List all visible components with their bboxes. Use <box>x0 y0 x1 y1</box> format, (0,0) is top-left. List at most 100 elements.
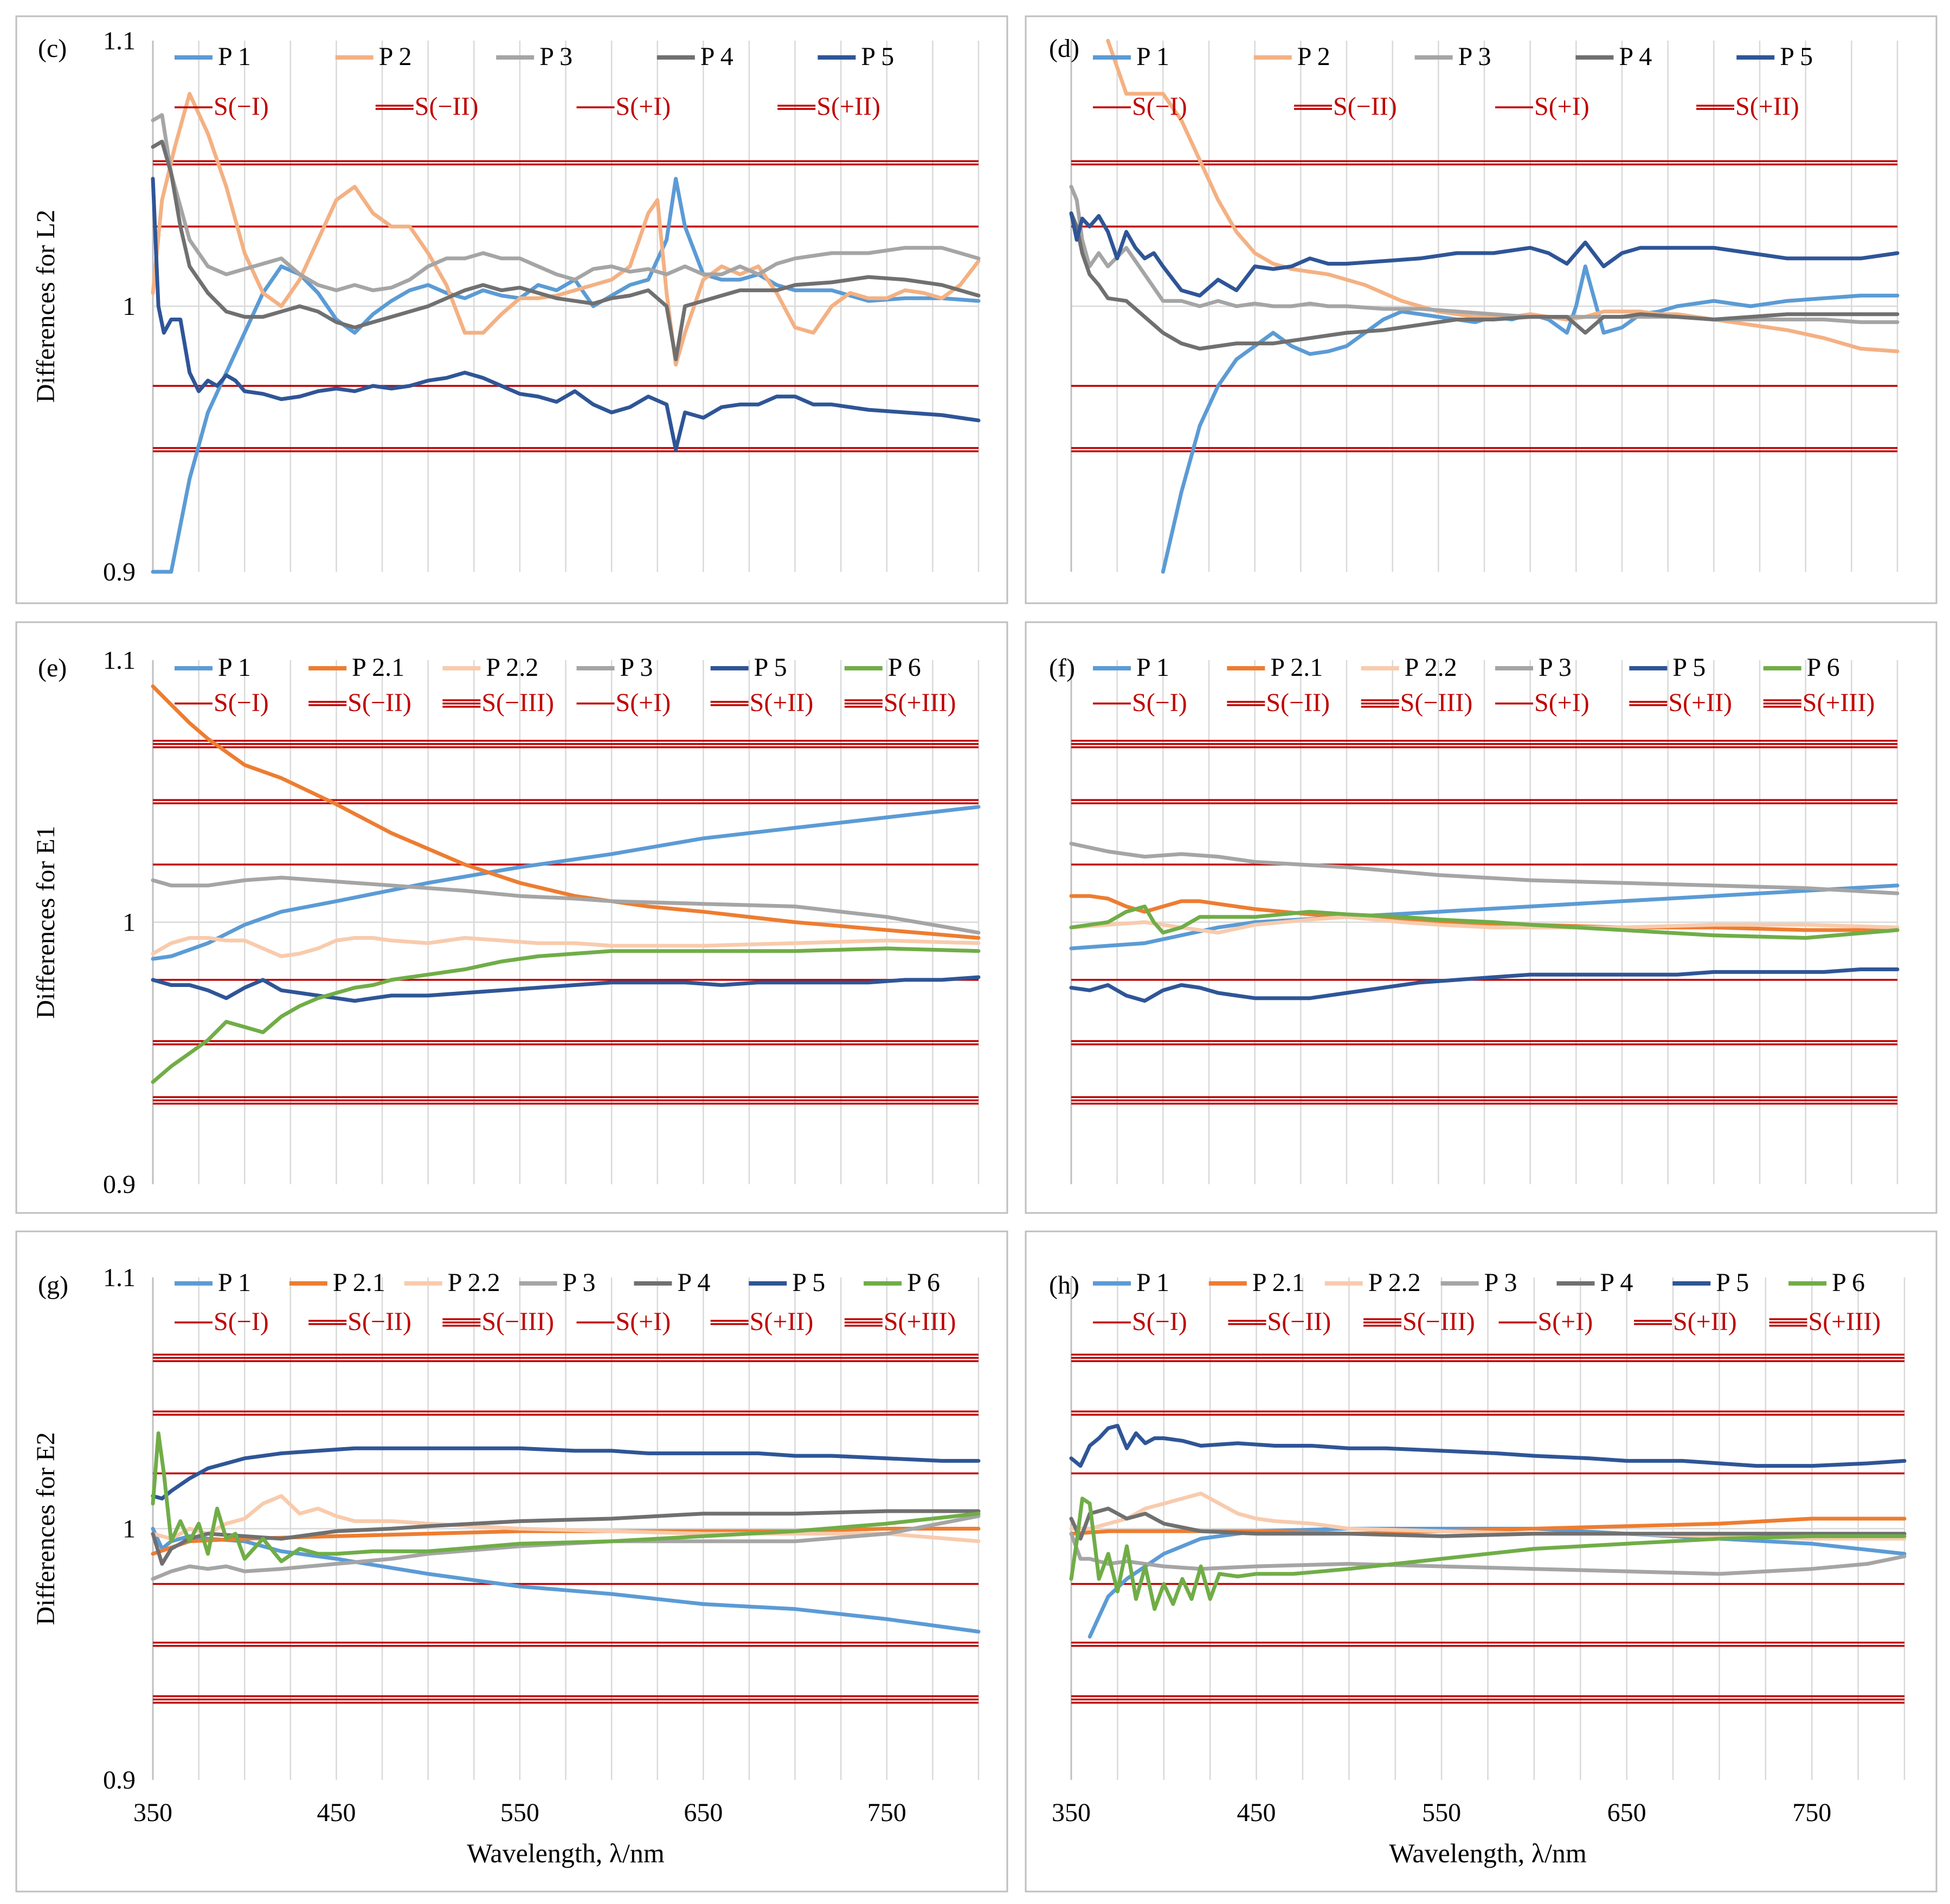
legend-label: P 1 <box>1136 653 1169 682</box>
legend-label: S(+III) <box>1809 1307 1881 1336</box>
y-tick-label: 1.1 <box>103 646 136 675</box>
legend-label: S(−I) <box>214 1307 269 1336</box>
legend-item: S(−II) <box>1294 92 1397 121</box>
series-line <box>151 946 981 1084</box>
legend-label: S(+I) <box>616 1307 671 1336</box>
y-tick-label: 1 <box>123 908 136 937</box>
legend-item: P 6 <box>864 1268 940 1297</box>
legend-label: P 3 <box>563 1268 596 1297</box>
legend-item: S(−I) <box>175 1307 269 1336</box>
series-line <box>151 975 981 1003</box>
panel-frame <box>15 621 1008 1214</box>
legend-item: P 3 <box>1495 653 1572 682</box>
legend-item: P 2.1 <box>1227 653 1323 682</box>
chart-panel-g: (g) 0.9 1 1.1 Differences for E2 350 450 550 650… <box>15 1230 1008 1893</box>
legend-label: S(−II) <box>347 688 411 717</box>
legend-item: P 6 <box>1788 1268 1865 1297</box>
y-tick-label: 0.9 <box>103 1170 136 1199</box>
legend-label: P 3 <box>1458 42 1491 71</box>
x-tick-label: 550 <box>500 1798 539 1827</box>
legend-label: S(+I) <box>616 688 671 717</box>
x-axis-label: Wavelength, λ/nm <box>1389 1838 1587 1868</box>
legend-item: S(+I) <box>576 1307 671 1336</box>
legend-label: P 1 <box>218 42 251 71</box>
legend-label: S(+I) <box>1534 92 1589 121</box>
legend-item: P 2.2 <box>1324 1268 1421 1297</box>
panel-frame <box>1025 621 1938 1214</box>
legend-item: S(−II) <box>1227 688 1330 717</box>
legend-label: S(−II) <box>1267 1307 1331 1336</box>
series-line <box>151 805 981 961</box>
legend-item: P 2 <box>1253 42 1330 71</box>
legend-item: P 2.2 <box>404 1268 500 1297</box>
legend-label: S(−II) <box>415 92 479 121</box>
legend-item: S(+I) <box>1495 688 1589 717</box>
legend-label: S(−II) <box>1333 92 1397 121</box>
legend-label: S(−III) <box>1402 1307 1475 1336</box>
legend-item: P 5 <box>710 653 787 682</box>
legend-label: P 5 <box>861 42 894 71</box>
panel-label: (e) <box>38 654 67 682</box>
chart-panel-f: (f) P 1 P 2.1 P 2.2 P 3 P 5 P 6 S(−I) S(−II) S(−I… <box>1025 621 1938 1214</box>
legend-label: S(−I) <box>1132 92 1187 121</box>
y-tick-label: 1.1 <box>103 27 136 55</box>
legend-item: S(+I) <box>576 92 671 121</box>
y-axis-label: Differences for E1 <box>31 825 60 1018</box>
panel-frame <box>1025 15 1938 604</box>
series-line <box>151 684 981 940</box>
legend-label: P 2.2 <box>1405 653 1457 682</box>
chart-panel-e: (e) 0.9 1 1.1 Differences for E1 P 1 P 2.1 P 2.… <box>15 621 1008 1214</box>
legend-item: P 1 <box>1093 1268 1169 1297</box>
x-tick-label: 450 <box>317 1798 356 1827</box>
y-axis-label: Differences for E2 <box>31 1432 60 1625</box>
legend-label: P 2.2 <box>1368 1268 1421 1297</box>
series-line <box>151 1431 981 1564</box>
legend-label: P 2 <box>1297 42 1330 71</box>
series-line <box>1069 967 1900 1003</box>
legend-label: S(−II) <box>347 1307 411 1336</box>
x-tick-label: 450 <box>1237 1798 1276 1827</box>
legend-label: P 5 <box>1716 1268 1749 1297</box>
legend-item: S(−III) <box>442 1307 554 1336</box>
legend-item: P 5 <box>1629 653 1706 682</box>
legend-label: S(−III) <box>481 1307 554 1336</box>
legend-label: P 3 <box>539 42 572 71</box>
panel-frame <box>15 15 1008 604</box>
legend-item: S(+II) <box>1629 688 1732 717</box>
legend-item: P 5 <box>1736 42 1813 71</box>
legend-label: P 4 <box>1619 42 1652 71</box>
legend-label: P 4 <box>1600 1268 1633 1297</box>
series-line <box>1106 38 1900 353</box>
legend-label: P 5 <box>1780 42 1813 71</box>
legend-label: S(+II) <box>750 1307 814 1336</box>
legend-label: P 4 <box>677 1268 710 1297</box>
legend-item: S(+I) <box>1498 1307 1593 1336</box>
series-line <box>1069 915 1900 935</box>
legend-label: S(−I) <box>1132 688 1187 717</box>
series-line <box>1069 842 1900 895</box>
legend-item: P 3 <box>1414 42 1491 71</box>
legend-label: P 6 <box>1832 1268 1865 1297</box>
legend-label: P 2.2 <box>486 653 538 682</box>
legend-label: P 1 <box>1136 42 1169 71</box>
y-tick-label: 1 <box>123 1515 136 1544</box>
legend-label: S(+III) <box>884 688 956 717</box>
legend-label: P 2.1 <box>333 1268 385 1297</box>
legend-label: S(+I) <box>1534 688 1589 717</box>
legend-label: S(−I) <box>214 688 269 717</box>
legend-label: P 1 <box>218 653 251 682</box>
legend-item: S(+II) <box>710 688 814 717</box>
legend-item: S(+III) <box>844 1307 956 1336</box>
x-tick-label: 650 <box>684 1798 723 1827</box>
series-line <box>151 875 981 935</box>
legend-item: S(−II) <box>308 1307 411 1336</box>
x-tick-label: 350 <box>1052 1798 1091 1827</box>
legend-item: P 3 <box>519 1268 596 1297</box>
legend-item: P 5 <box>749 1268 825 1297</box>
legend-item: P 1 <box>175 653 251 682</box>
legend-item: S(−III) <box>442 688 554 717</box>
legend-label: S(+II) <box>750 688 814 717</box>
legend-item: S(−I) <box>175 688 269 717</box>
legend-item: S(+II) <box>1696 92 1799 121</box>
x-axis-label: Wavelength, λ/nm <box>467 1838 665 1868</box>
